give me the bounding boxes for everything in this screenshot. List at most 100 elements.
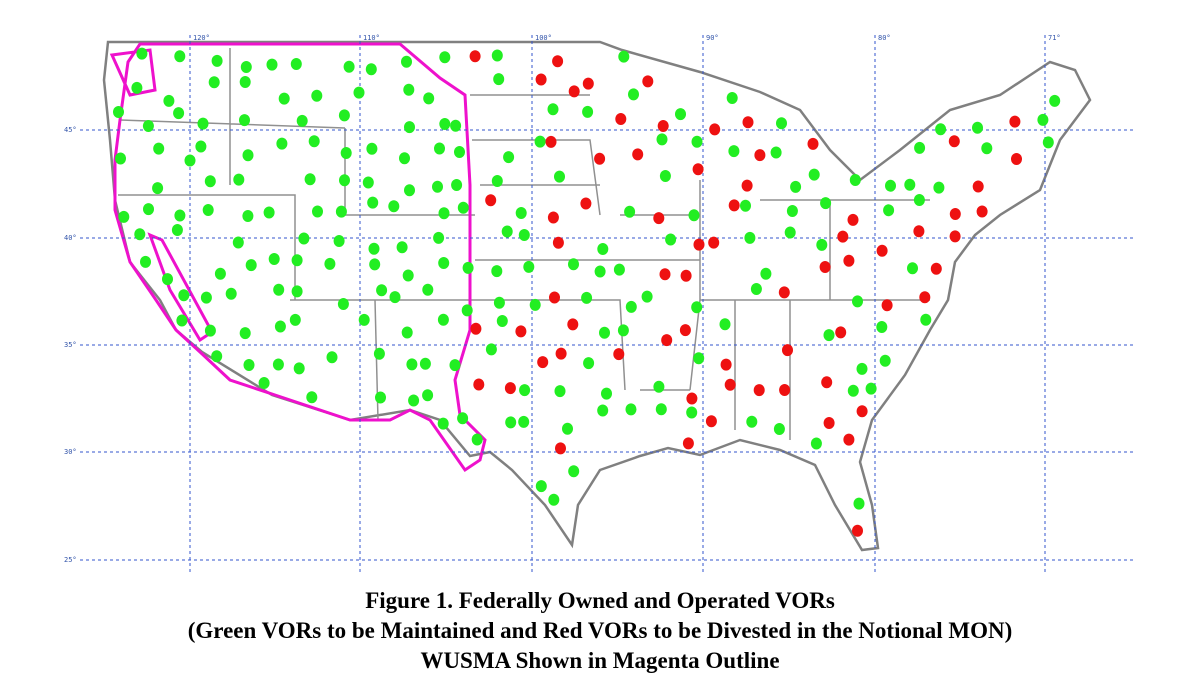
vor-marker <box>760 267 772 280</box>
vor-marker <box>291 254 303 267</box>
vor-marker <box>240 61 252 73</box>
vor-marker <box>976 205 988 218</box>
latitude-label: 25° <box>64 556 77 564</box>
vor-marker <box>552 236 564 249</box>
vor-marker <box>491 175 503 187</box>
vor-marker <box>485 343 497 356</box>
latitude-label: 40° <box>64 234 77 242</box>
vor-marker <box>245 259 257 272</box>
vor-marker <box>597 243 609 255</box>
vor-marker <box>118 210 130 223</box>
vor-marker <box>337 298 349 310</box>
vor-marker <box>625 403 637 416</box>
caption-line: (Green VORs to be Maintained and Red VOR… <box>188 618 1013 643</box>
vor-marker <box>153 142 165 155</box>
vor-marker <box>197 117 209 130</box>
vor-marker <box>594 152 606 165</box>
graticule: 120° 110° 100° 90° 80° 71° 45° 40° 35° 30° 25° <box>64 34 1135 572</box>
vor-marker <box>404 184 415 197</box>
vor-marker <box>688 209 700 222</box>
vor-marker <box>728 199 740 212</box>
vor-marker <box>214 267 226 280</box>
vor-marker <box>726 92 738 104</box>
vor-marker <box>601 387 612 400</box>
vor-marker <box>548 493 560 506</box>
vor-marker <box>625 300 637 313</box>
vor-marker <box>782 344 793 357</box>
vor-marker <box>473 378 485 391</box>
vor-marker <box>885 179 896 192</box>
vor-marker <box>366 142 378 155</box>
vor-marker <box>972 180 984 193</box>
vor-marker <box>628 88 639 101</box>
vor-marker <box>679 324 691 337</box>
vor-marker <box>656 133 668 146</box>
vor-marker <box>547 103 559 116</box>
vor-marker <box>920 313 932 326</box>
vor-marker <box>406 358 418 371</box>
vor-marker <box>879 354 891 367</box>
vor-marker <box>152 182 164 195</box>
vor-marker <box>686 392 698 405</box>
vor-marker <box>434 142 445 155</box>
vor-marker <box>675 108 686 121</box>
vor-marker <box>659 170 671 182</box>
vor-marker <box>437 313 449 326</box>
vor-marker <box>515 207 527 219</box>
vor-marker <box>178 289 190 302</box>
longitude-label: 120° <box>193 34 210 42</box>
vor-marker <box>239 327 251 340</box>
vor-marker <box>653 380 665 393</box>
vor-marker <box>258 377 270 389</box>
vor-marker <box>653 212 665 225</box>
vor-marker <box>338 109 350 122</box>
vor-marker <box>693 238 705 251</box>
vor-marker <box>404 121 415 134</box>
longitude-label: 71° <box>1048 34 1061 42</box>
vor-marker <box>485 194 497 207</box>
vor-marker <box>491 49 503 62</box>
vor-marker <box>618 50 630 63</box>
vor-marker <box>208 76 220 89</box>
vor-marker <box>856 405 868 418</box>
vor-marker <box>1042 136 1054 149</box>
vor-marker <box>876 321 888 333</box>
vor-marker <box>847 384 859 397</box>
vor-marker <box>837 230 849 243</box>
vor-marker <box>583 357 595 370</box>
vor-marker <box>691 135 703 148</box>
vor-marker <box>496 315 508 327</box>
vor-marker <box>523 260 535 273</box>
vor-marker <box>113 106 124 118</box>
vor-marker <box>298 232 310 245</box>
vor-marker <box>740 199 751 212</box>
vor-marker <box>375 391 386 404</box>
vor-marker <box>554 385 566 398</box>
vor-marker <box>296 114 308 127</box>
vor-marker <box>171 224 183 236</box>
vor-marker <box>176 314 188 327</box>
vor-marker <box>865 382 877 395</box>
vor-marker <box>433 231 445 244</box>
vor-marker <box>308 135 320 148</box>
vor-marker <box>949 208 961 220</box>
vor-marker <box>515 325 527 338</box>
vor-marker <box>422 389 434 402</box>
vor-marker <box>365 63 377 76</box>
vor-marker <box>140 255 151 268</box>
vor-marker <box>641 290 653 303</box>
vor-marker <box>211 54 223 67</box>
vor-marker <box>816 238 828 251</box>
vor-marker <box>972 121 983 134</box>
longitude-label: 110° <box>363 34 380 42</box>
vor-marker <box>1037 113 1049 126</box>
vor-marker <box>659 268 671 281</box>
vor-marker <box>790 180 802 193</box>
vor-marker <box>143 203 154 216</box>
vor-marker <box>948 135 960 148</box>
vor-marker <box>580 197 592 210</box>
vor-marker <box>632 148 644 161</box>
vor-marker <box>778 286 790 299</box>
vor-marker <box>949 230 961 243</box>
vor-marker <box>655 403 667 416</box>
